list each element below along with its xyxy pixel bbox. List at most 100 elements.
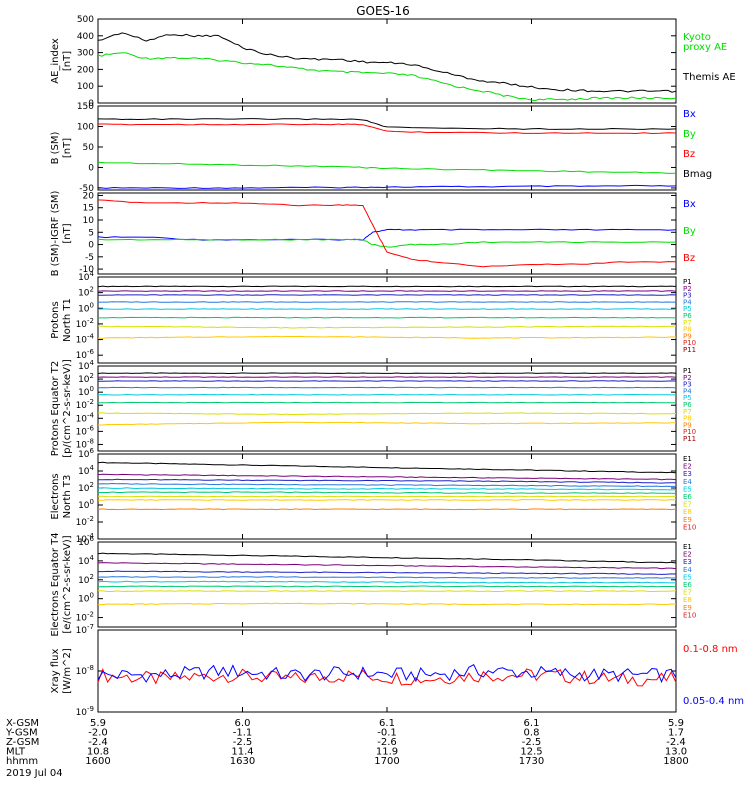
x-row-value: 1600 xyxy=(85,756,110,767)
panel-frame xyxy=(97,629,677,713)
y-axis-label-text: North T3 xyxy=(62,475,73,519)
y-axis-label-text: Electrons xyxy=(50,473,61,519)
legend-E3: E3 xyxy=(683,470,692,478)
legend-By: By xyxy=(683,226,696,237)
legend-P4: P4 xyxy=(683,298,692,306)
y-tick-label: 10-8 xyxy=(76,437,94,450)
y-tick-label: 10-4 xyxy=(76,333,95,346)
legend-P4: P4 xyxy=(683,387,692,395)
y-tick-label: 104 xyxy=(78,554,94,567)
legend-P2: P2 xyxy=(683,285,692,293)
y-axis-unit-text: [W/m^2] xyxy=(62,648,73,694)
legend-P6: P6 xyxy=(683,312,692,320)
y-tick-label: 10-2 xyxy=(76,515,94,528)
y-axis-unit-text: [p/(cm^2-s-sr-keV)] xyxy=(62,359,73,458)
panel-frame xyxy=(97,18,677,104)
x-row-value: 6.1 xyxy=(379,718,395,729)
series-E1-line xyxy=(97,461,677,474)
legend-xray-short: 0.1-0.8 nm xyxy=(683,644,738,655)
legend-P6: P6 xyxy=(683,401,692,409)
y-tick-label: 102 xyxy=(78,481,94,494)
legend-E1: E1 xyxy=(683,543,692,551)
legend-E3: E3 xyxy=(683,558,692,566)
x-row-value: 10.8 xyxy=(87,747,109,758)
x-row-value: 5.9 xyxy=(668,718,684,729)
y-axis-label: Electrons Equator T4 [e/(cm^2-s-sr-keV)] xyxy=(50,532,73,636)
legend-P9: P9 xyxy=(683,421,692,429)
y-tick-label: -50 xyxy=(79,184,94,194)
series-E4-line xyxy=(97,482,676,488)
x-row-value: 1800 xyxy=(663,756,688,767)
legend-Bx: Bx xyxy=(683,199,696,210)
y-tick-label: 100 xyxy=(78,592,94,605)
series-E7-line xyxy=(97,590,677,593)
series-P6-line xyxy=(98,316,677,319)
legend-Bz: Bz xyxy=(683,253,695,264)
panel-4: 10-6 10-4 10-2 100 102 104 Protons North T1 xyxy=(50,270,677,364)
y-tick-label: 100 xyxy=(77,122,94,132)
legend-E6: E6 xyxy=(683,493,692,501)
y-tick-label: 400 xyxy=(77,32,94,42)
y-axis-label: Xray flux [W/m^2] xyxy=(50,648,73,694)
legend-themis-ae: Themis AE xyxy=(682,72,736,83)
series-E8-line xyxy=(98,602,677,606)
y-axis-label-text: Electrons Equator T4 xyxy=(50,532,61,636)
legend-P7: P7 xyxy=(683,408,692,416)
y-tick-label: 104 xyxy=(78,359,94,372)
legend-P2: P2 xyxy=(683,374,692,382)
x-row-value: 5.9 xyxy=(90,718,106,729)
y-tick-label: 500 xyxy=(77,15,94,25)
x-axis-labels: X-GSM 5.9 6.0 6.1 6.1 5.9 Y-GSM -2.0 -1.1 -0.1 0.8… xyxy=(5,718,689,767)
y-tick-label: 106 xyxy=(78,447,94,460)
y-tick-label: 10-4 xyxy=(76,411,95,424)
legend-P3: P3 xyxy=(683,381,692,389)
y-axis-label: Electrons North T3 xyxy=(50,473,73,519)
y-tick-label: 0 xyxy=(88,163,94,173)
legend: Bx By Bz Bmag xyxy=(683,109,712,180)
y-axis-label: B (SM)-IGRF (SM) [nT] xyxy=(50,191,73,277)
y-axis-label-text: B (SM)-IGRF (SM) xyxy=(50,191,61,277)
legend-P10: P10 xyxy=(683,339,696,347)
panel-frame xyxy=(97,105,677,191)
y-tick-label: 10-7 xyxy=(76,623,94,636)
legend-Bmag: Bmag xyxy=(683,169,712,180)
panel-6: 10-4 10-2 100 102 104 106 Electrons North T3 xyxy=(50,447,677,545)
y-axis-label-text: B (SM) xyxy=(50,131,61,164)
y-axis-label: B (SM) [nT] xyxy=(50,131,73,164)
series-P4-line xyxy=(97,301,676,303)
y-axis-label: Protons North T1 xyxy=(50,298,73,342)
legend-xray-long: 0.05-0.4 nm xyxy=(683,696,744,707)
panel-3: -10 -5 0 5 10 15 20 B (SM)-IGRF (SM) [nT] xyxy=(50,191,677,277)
y-tick-label: 100 xyxy=(77,82,94,92)
legend-E5: E5 xyxy=(683,573,692,581)
y-tick-label: 150 xyxy=(77,102,94,112)
x-row-value: -2.6 xyxy=(377,737,397,748)
series-P8-line xyxy=(98,335,677,339)
y-tick-label: 10-6 xyxy=(76,424,95,437)
y-axis-label-text: North T1 xyxy=(62,298,73,342)
x-row-value: -0.1 xyxy=(377,728,397,739)
legend-E2: E2 xyxy=(683,551,692,559)
date-label: 2019 Jul 04 xyxy=(6,768,63,779)
legend-By: By xyxy=(683,129,696,140)
y-tick-label: 10-8 xyxy=(76,664,94,677)
legend-E9: E9 xyxy=(683,516,692,524)
y-axis-label-text: AE_index xyxy=(50,38,61,84)
y-tick-label: 10-2 xyxy=(76,317,94,330)
y-tick-label: 50 xyxy=(83,143,95,153)
series-E6-line xyxy=(97,585,677,588)
y-tick-label: 100 xyxy=(78,498,94,511)
y-tick-label: 10-2 xyxy=(76,611,94,624)
x-row-value: 12.5 xyxy=(520,747,542,758)
series-E7-line xyxy=(97,495,677,498)
legend-Bz: Bz xyxy=(683,149,695,160)
x-row-value: 11.9 xyxy=(376,747,398,758)
series-E9-line xyxy=(97,508,677,511)
y-axis-label-text: Protons xyxy=(50,301,61,338)
y-tick-label: 15 xyxy=(83,204,94,214)
